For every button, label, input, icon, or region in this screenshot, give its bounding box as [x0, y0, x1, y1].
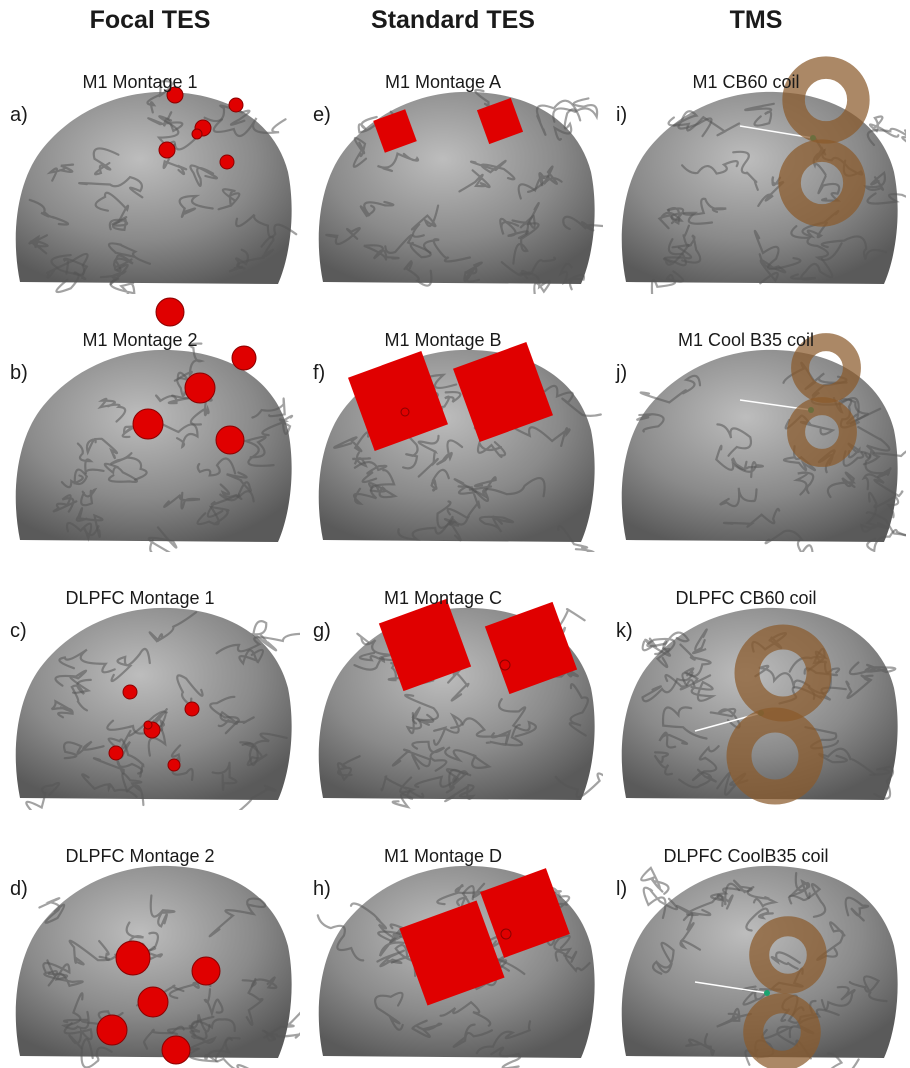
panel-letter: j) [616, 362, 627, 385]
panel-j: M1 Cool B35 coil j) [606, 290, 906, 552]
panel-letter: h) [313, 878, 331, 901]
electrode-dot [500, 660, 510, 670]
electrode-dot [220, 155, 234, 169]
electrode-dot [123, 685, 137, 699]
panel-f: M1 Montage B f) [303, 290, 603, 552]
electrode-dot [97, 1015, 127, 1045]
panel-i: M1 CB60 coil i) [606, 32, 906, 294]
panel-letter: l) [616, 878, 627, 901]
panel-title: M1 Montage B [303, 330, 583, 351]
panel-a: M1 Montage 1 a) [0, 32, 300, 294]
electrode-dot [133, 409, 163, 439]
panel-title: DLPFC Montage 1 [0, 588, 280, 609]
panel-title: M1 Montage D [303, 846, 583, 867]
panel-title: M1 CB60 coil [606, 72, 886, 93]
electrode-dot [162, 1036, 190, 1064]
panel-letter: c) [10, 620, 27, 643]
electrode-dot [144, 721, 152, 729]
coil-target-dot [764, 990, 770, 996]
panel-letter: k) [616, 620, 633, 643]
panel-title: DLPFC CB60 coil [606, 588, 886, 609]
electrode-dot [192, 129, 202, 139]
panel-b: M1 Montage 2 b) [0, 290, 300, 552]
electrode-dot [116, 941, 150, 975]
header-standard-tes: Standard TES [303, 6, 603, 35]
panel-d: DLPFC Montage 2 d) [0, 806, 300, 1068]
electrode-dot [109, 746, 123, 760]
panel-h: M1 Montage D h) [303, 806, 603, 1068]
panel-e: M1 Montage A e) [303, 32, 603, 294]
electrode-dot [401, 408, 409, 416]
electrode-dot [156, 298, 184, 326]
electrode-dot [501, 929, 511, 939]
panel-letter: f) [313, 362, 325, 385]
panel-title: M1 Montage 2 [0, 330, 280, 351]
panel-letter: g) [313, 620, 331, 643]
panel-title: DLPFC Montage 2 [0, 846, 280, 867]
electrode-dot [159, 142, 175, 158]
panel-k: DLPFC CB60 coil k) [606, 548, 906, 810]
electrode-dot [192, 957, 220, 985]
panel-c: DLPFC Montage 1 c) [0, 548, 300, 810]
panel-title: M1 Montage 1 [0, 72, 280, 93]
panel-letter: d) [10, 878, 28, 901]
electrode-dot [229, 98, 243, 112]
panel-title: M1 Montage A [303, 72, 583, 93]
panel-letter: i) [616, 104, 627, 127]
electrode-dot [168, 759, 180, 771]
panel-title: DLPFC CoolB35 coil [606, 846, 886, 867]
electrode-dot [138, 987, 168, 1017]
panel-g: M1 Montage C g) [303, 548, 603, 810]
header-focal-tes: Focal TES [0, 6, 300, 35]
brain-surface [16, 350, 292, 542]
panel-letter: a) [10, 104, 28, 127]
panel-title: M1 Cool B35 coil [606, 330, 886, 351]
panel-letter: e) [313, 104, 331, 127]
panel-title: M1 Montage C [303, 588, 583, 609]
header-tms: TMS [606, 6, 906, 35]
electrode-dot [185, 702, 199, 716]
electrode-dot [185, 373, 215, 403]
panel-letter: b) [10, 362, 28, 385]
electrode-dot [216, 426, 244, 454]
panel-l: DLPFC CoolB35 coil l) [606, 806, 906, 1068]
